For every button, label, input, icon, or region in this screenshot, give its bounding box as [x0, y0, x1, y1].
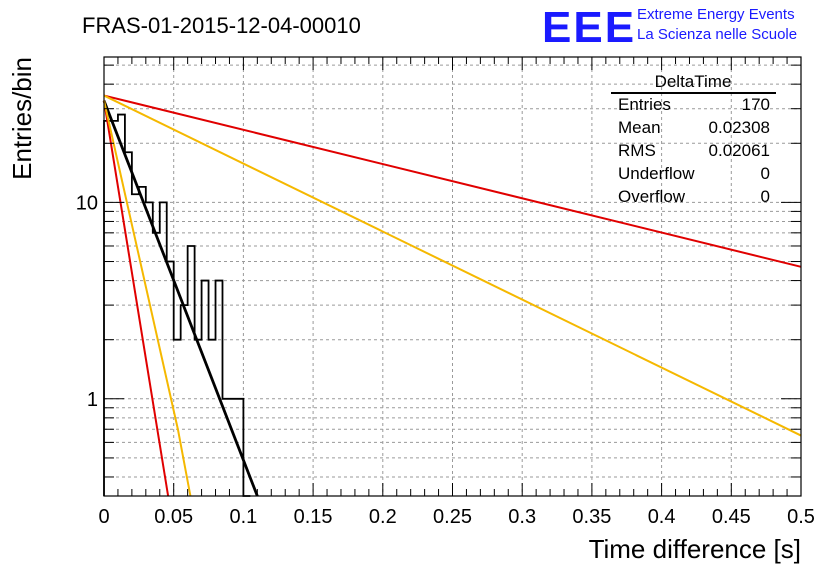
logo-line-2: La Scienza nelle Scuole: [637, 26, 797, 43]
fit-curve-3: [103, 100, 170, 497]
x-tick-label: 0.25: [433, 506, 472, 528]
fit-curve-4: [103, 100, 192, 497]
fit-curves: [102, 94, 802, 497]
x-axis-title: Time difference [s]: [589, 534, 801, 564]
stats-value: 0: [761, 187, 770, 206]
x-tick-label: 0.1: [229, 506, 257, 528]
stats-box: DeltaTime Entries 170 Mean 0.02308 RMS 0.0206…: [611, 72, 776, 206]
histogram-outline: [103, 113, 251, 497]
stats-value: 0.02061: [709, 141, 770, 160]
histogram: [103, 113, 251, 497]
fit-curve-2: [103, 94, 802, 437]
stats-label: Entries: [618, 95, 671, 114]
fit-curve-1: [103, 94, 802, 268]
stats-label: Mean: [618, 118, 661, 137]
y-tick-label: 10: [76, 192, 98, 214]
stats-label: Overflow: [618, 187, 686, 206]
y-tick-label: 1: [87, 389, 98, 411]
stats-value: 170: [742, 95, 770, 114]
x-tick-label: 0.35: [572, 506, 611, 528]
stats-value: 0: [761, 164, 770, 183]
stats-value: 0.02308: [709, 118, 770, 137]
x-tick-label: 0.5: [787, 506, 815, 528]
stats-title: DeltaTime: [655, 72, 732, 91]
fit-curve-0: [102, 100, 259, 497]
stats-label: Underflow: [618, 164, 695, 183]
x-tick-label: 0: [98, 506, 109, 528]
x-tick-label: 0.3: [508, 506, 536, 528]
plot-frame: [103, 56, 802, 497]
x-tick-label: 0.15: [294, 506, 333, 528]
x-tick-label: 0.2: [369, 506, 397, 528]
x-tick-label: 0.05: [154, 506, 193, 528]
logo-line-1: Extreme Energy Events: [637, 6, 795, 23]
eee-logo: EEE: [542, 3, 636, 52]
run-title: FRAS-01-2015-12-04-00010: [82, 13, 361, 38]
axis-ticks: 0 0.05 0.1 0.15 0.2 0.25 0.3 0.35 0.4 0.45 0.5 1 10: [76, 57, 815, 528]
x-tick-label: 0.45: [712, 506, 751, 528]
y-axis-title: Entries/bin: [7, 57, 37, 180]
x-tick-label: 0.4: [648, 506, 676, 528]
stats-label: RMS: [618, 141, 656, 160]
